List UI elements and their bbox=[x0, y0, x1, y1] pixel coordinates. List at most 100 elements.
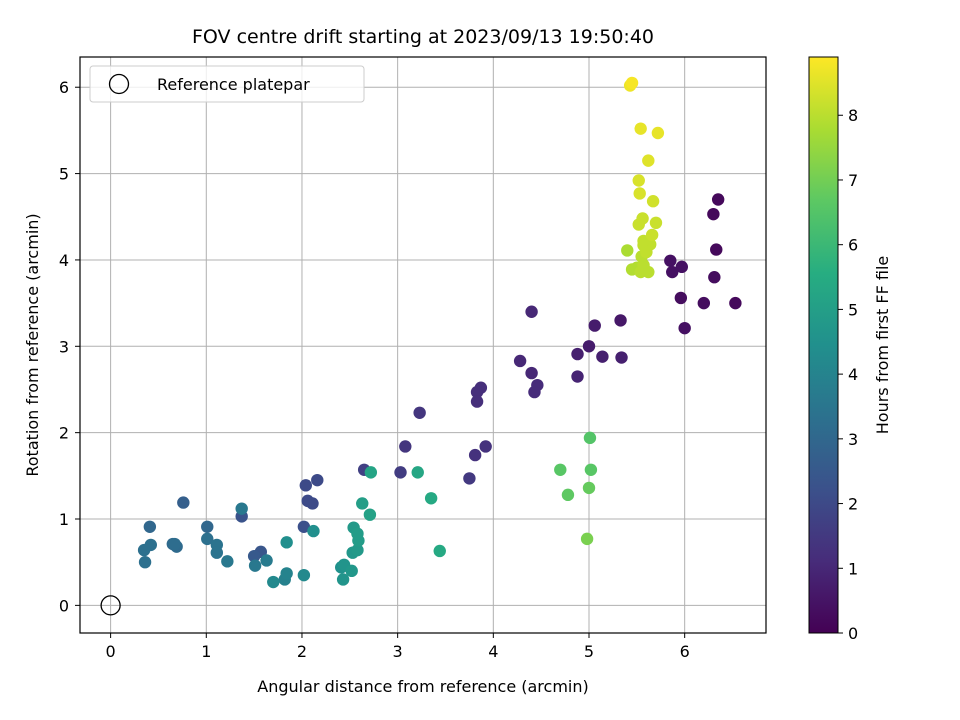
y-tick-label: 6 bbox=[59, 78, 69, 97]
data-point bbox=[311, 473, 324, 487]
data-point bbox=[280, 567, 293, 580]
data-point bbox=[201, 520, 214, 533]
data-point bbox=[297, 520, 311, 533]
y-axis-ticks: 0 1 2 3 4 5 6 bbox=[59, 78, 80, 615]
data-point bbox=[336, 573, 350, 586]
y-tick-label: 2 bbox=[59, 424, 69, 443]
data-point bbox=[297, 568, 311, 582]
plot-grid bbox=[80, 57, 766, 633]
data-point bbox=[351, 527, 364, 540]
data-point bbox=[614, 314, 627, 327]
data-point bbox=[651, 126, 665, 140]
data-point bbox=[394, 466, 407, 479]
x-axis-ticks: 0 1 2 3 4 5 6 bbox=[106, 633, 690, 661]
data-point bbox=[708, 271, 721, 284]
data-point bbox=[138, 555, 152, 569]
data-point bbox=[306, 497, 319, 510]
data-point bbox=[399, 440, 412, 453]
data-point bbox=[645, 228, 659, 242]
data-point bbox=[513, 354, 527, 368]
colorbar-label: Hours from first FF file bbox=[873, 256, 892, 435]
data-point bbox=[625, 76, 639, 90]
x-axis-label: Angular distance from reference (arcmin) bbox=[257, 677, 588, 696]
data-point bbox=[615, 351, 628, 364]
colorbar-tick-label: 2 bbox=[848, 495, 858, 514]
data-point bbox=[711, 193, 725, 206]
data-point bbox=[621, 244, 634, 257]
data-point bbox=[666, 265, 679, 279]
data-point bbox=[210, 546, 224, 559]
data-point bbox=[221, 555, 234, 568]
colorbar-tick-label: 0 bbox=[848, 624, 858, 643]
data-point bbox=[697, 296, 711, 310]
data-point bbox=[707, 207, 720, 221]
data-point bbox=[143, 520, 157, 533]
data-point bbox=[413, 406, 426, 419]
data-point bbox=[710, 243, 723, 256]
colorbar-tick-label: 8 bbox=[848, 106, 858, 125]
data-point bbox=[307, 524, 320, 538]
colorbar-ticks: 0 1 2 3 4 5 6 7 8 bbox=[838, 106, 858, 643]
data-point bbox=[571, 347, 584, 361]
data-point bbox=[674, 291, 688, 305]
legend: Reference platepar bbox=[89, 65, 365, 103]
data-point bbox=[356, 497, 369, 510]
data-point bbox=[470, 395, 484, 408]
y-axis-label: Rotation from reference (arcmin) bbox=[23, 213, 42, 476]
x-tick-label: 2 bbox=[297, 642, 307, 661]
data-point bbox=[463, 472, 476, 485]
plot-frame bbox=[79, 56, 767, 634]
data-point bbox=[571, 370, 584, 383]
x-tick-label: 1 bbox=[201, 642, 211, 661]
y-tick-label: 3 bbox=[59, 337, 69, 356]
data-point bbox=[137, 543, 151, 557]
colorbar-tick-label: 4 bbox=[848, 365, 858, 384]
y-tick-label: 0 bbox=[59, 596, 69, 615]
data-point bbox=[582, 481, 596, 495]
data-point bbox=[177, 496, 190, 509]
x-tick-label: 5 bbox=[584, 642, 594, 661]
colorbar-tick-label: 6 bbox=[848, 236, 858, 255]
data-point bbox=[351, 543, 364, 557]
data-point bbox=[649, 216, 663, 230]
data-point bbox=[634, 122, 647, 135]
legend-entry: Reference platepar bbox=[157, 75, 310, 94]
legend-marker-icon bbox=[108, 73, 130, 95]
data-point bbox=[525, 305, 538, 318]
reference-marker bbox=[100, 595, 121, 616]
data-point bbox=[675, 260, 689, 274]
data-point bbox=[632, 174, 645, 187]
colorbar-tick-label: 5 bbox=[848, 300, 858, 319]
data-point bbox=[596, 350, 609, 363]
data-point bbox=[588, 319, 601, 332]
colorbar-tick-label: 1 bbox=[848, 559, 858, 578]
data-point bbox=[479, 440, 492, 453]
data-point bbox=[260, 554, 273, 567]
plot-points bbox=[137, 76, 742, 589]
x-tick-label: 6 bbox=[680, 642, 690, 661]
data-point bbox=[168, 537, 181, 551]
data-point bbox=[646, 195, 660, 208]
x-tick-label: 3 bbox=[393, 642, 403, 661]
data-point bbox=[528, 385, 541, 399]
colorbar bbox=[808, 56, 839, 634]
data-point bbox=[582, 340, 596, 353]
data-point bbox=[637, 234, 650, 248]
reference-point bbox=[100, 595, 121, 616]
x-tick-label: 4 bbox=[488, 642, 498, 661]
data-point bbox=[424, 492, 438, 505]
data-point bbox=[267, 575, 280, 589]
data-point bbox=[247, 549, 261, 563]
y-tick-label: 4 bbox=[59, 251, 69, 270]
colorbar-tick-label: 3 bbox=[848, 430, 858, 449]
legend-box bbox=[89, 65, 365, 103]
data-point bbox=[235, 502, 248, 515]
data-point bbox=[468, 448, 482, 462]
chart-title: FOV centre drift starting at 2023/09/13 … bbox=[192, 26, 654, 48]
data-point bbox=[201, 532, 214, 546]
data-point bbox=[363, 508, 377, 521]
data-point bbox=[433, 544, 446, 558]
data-point bbox=[561, 488, 575, 502]
